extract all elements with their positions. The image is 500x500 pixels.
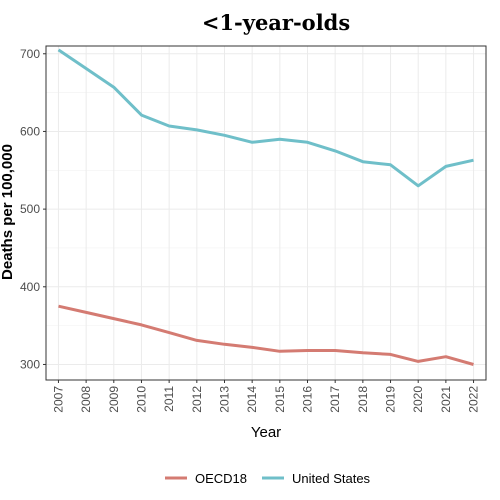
x-tick-label: 2016 <box>301 386 315 413</box>
x-axis-title: Year <box>251 424 281 441</box>
legend-label-united-states: United States <box>292 471 371 486</box>
y-tick-label: 700 <box>20 47 40 61</box>
x-tick-label: 2013 <box>217 386 231 413</box>
x-tick-label: 2012 <box>190 386 204 413</box>
x-tick-label: 2011 <box>162 386 176 412</box>
legend-label-oecd18: OECD18 <box>195 471 247 486</box>
x-tick-label: 2007 <box>51 386 65 413</box>
x-tick-label: 2015 <box>273 386 287 413</box>
x-axis-ticks: 2007 2008 2009 2010 2011 2012 2013 2014 2015 2016… <box>51 380 481 413</box>
series-lines <box>57 48 474 366</box>
y-axis-ticks: 300 400 500 600 700 <box>20 47 46 371</box>
grid <box>46 46 486 380</box>
legend: OECD18 United States <box>165 471 371 486</box>
x-tick-label: 2020 <box>411 386 425 413</box>
x-tick-label: 2021 <box>439 386 453 413</box>
x-tick-label: 2010 <box>134 386 148 413</box>
x-tick-label: 2014 <box>245 386 259 413</box>
series-line-oecd18 <box>58 304 474 366</box>
x-tick-label: 2017 <box>328 386 342 413</box>
y-tick-label: 400 <box>20 280 40 294</box>
y-axis-title: Deaths per 100,000 <box>0 144 16 280</box>
x-tick-label: 2019 <box>384 386 398 413</box>
y-tick-label: 500 <box>20 202 40 216</box>
y-tick-label: 300 <box>20 357 40 371</box>
x-tick-label: 2018 <box>356 386 370 413</box>
plot-panel-border <box>45 45 487 381</box>
y-tick-label: 600 <box>20 124 40 138</box>
chart-title: <1-year-olds <box>202 10 350 35</box>
x-tick-label: 2022 <box>467 386 481 413</box>
series-line-united-states <box>57 48 474 188</box>
x-tick-label: 2009 <box>107 386 121 413</box>
x-tick-label: 2008 <box>79 386 93 413</box>
